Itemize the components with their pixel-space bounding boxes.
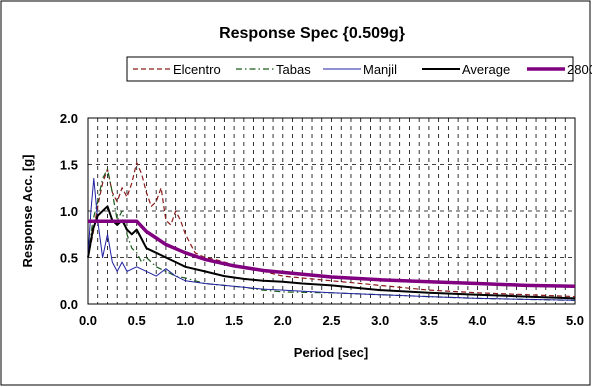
y-tick-label: 1.0	[60, 204, 78, 219]
axis-ticks: 0.0 0.5 1.0 1.5 2.0 2.5 3.0 3.5 4.0 4.5 5.0 0.0 0.5 1…	[60, 111, 584, 328]
plot-area: 0.0 0.5 1.0 1.5 2.0 2.5 3.0 3.5 4.0 4.5 5.0 0.0 0.5 1…	[60, 111, 584, 328]
series-line-elcentro	[87, 162, 576, 298]
series-line-manjil	[87, 177, 576, 301]
legend-label-average: Average	[462, 62, 510, 77]
legend-label-manjil: Manjil	[363, 62, 397, 77]
x-tick-label: 3.0	[371, 313, 389, 328]
x-tick-label: 4.0	[469, 313, 487, 328]
y-axis-title: Response Acc. [g]	[20, 155, 35, 268]
x-tick-label: 2.5	[322, 313, 340, 328]
series-line-average	[87, 205, 576, 300]
legend-label-elcentro: Elcentro	[173, 62, 221, 77]
x-tick-label: 0.0	[79, 313, 97, 328]
series-line-2800	[88, 219, 576, 289]
series-lines	[87, 162, 576, 301]
x-tick-label: 5.0	[566, 313, 584, 328]
x-tick-label: 4.5	[517, 313, 535, 328]
x-tick-label: 2.0	[274, 313, 292, 328]
x-tick-label: 1.5	[225, 313, 243, 328]
x-tick-label: 0.5	[128, 313, 146, 328]
y-tick-label: 2.0	[60, 111, 78, 126]
x-tick-label: 3.5	[420, 313, 438, 328]
chart-title: Response Spec {0.509g}	[219, 25, 405, 42]
y-tick-label: 0.5	[60, 251, 78, 266]
legend-label-tabas: Tabas	[276, 62, 311, 77]
x-tick-label: 1.0	[176, 313, 194, 328]
x-axis-title: Period [sec]	[294, 345, 368, 360]
y-tick-label: 1.5	[60, 158, 78, 173]
y-tick-label: 0.0	[60, 297, 78, 312]
